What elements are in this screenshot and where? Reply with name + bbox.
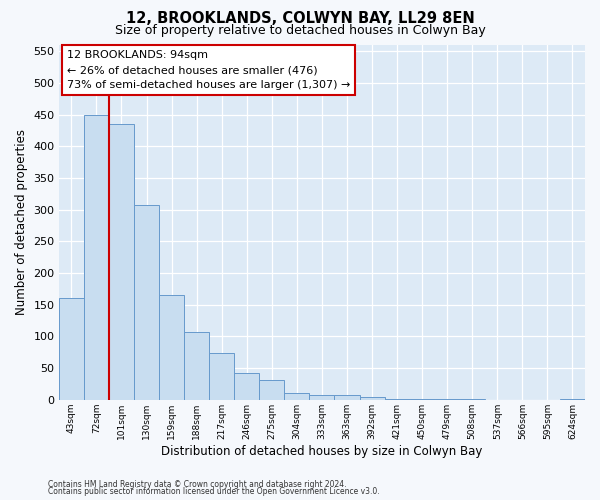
Bar [184,332,209,400]
Bar [560,398,585,400]
Bar [59,298,84,400]
Text: Contains HM Land Registry data © Crown copyright and database right 2024.: Contains HM Land Registry data © Crown c… [48,480,347,489]
Bar [434,399,460,400]
Bar [134,204,159,400]
Bar [334,394,359,400]
Bar [460,399,485,400]
Bar [159,296,184,400]
Text: Contains public sector information licensed under the Open Government Licence v3: Contains public sector information licen… [48,487,380,496]
Text: 12, BROOKLANDS, COLWYN BAY, LL29 8EN: 12, BROOKLANDS, COLWYN BAY, LL29 8EN [125,11,475,26]
Text: Size of property relative to detached houses in Colwyn Bay: Size of property relative to detached ho… [115,24,485,37]
X-axis label: Distribution of detached houses by size in Colwyn Bay: Distribution of detached houses by size … [161,444,482,458]
Bar [385,398,410,400]
Y-axis label: Number of detached properties: Number of detached properties [15,130,28,316]
Bar [259,380,284,400]
Bar [209,353,234,400]
Bar [109,124,134,400]
Bar [410,399,434,400]
Text: 12 BROOKLANDS: 94sqm
← 26% of detached houses are smaller (476)
73% of semi-deta: 12 BROOKLANDS: 94sqm ← 26% of detached h… [67,50,350,90]
Bar [84,114,109,400]
Bar [359,396,385,400]
Bar [310,394,334,400]
Bar [284,394,310,400]
Bar [234,372,259,400]
